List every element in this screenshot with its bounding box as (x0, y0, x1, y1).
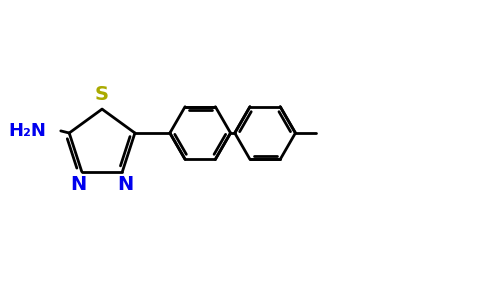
Text: N: N (118, 175, 134, 194)
Text: S: S (95, 85, 109, 104)
Text: H₂N: H₂N (8, 122, 46, 140)
Text: N: N (70, 175, 87, 194)
